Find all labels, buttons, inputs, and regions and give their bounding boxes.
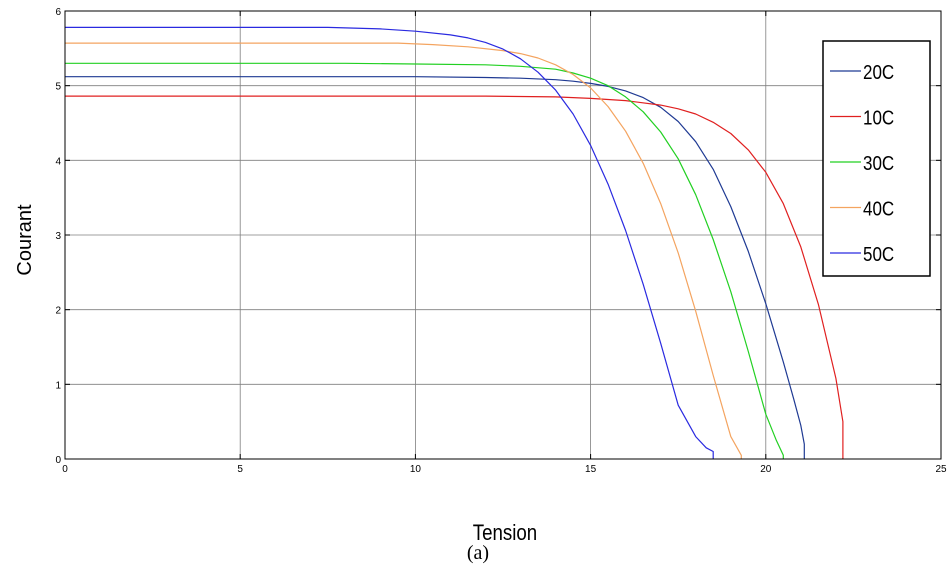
series-line-30c — [65, 62, 784, 459]
y-tick-label: 5 — [55, 82, 61, 93]
ticks — [64, 10, 942, 460]
legend-label: 10C — [863, 106, 894, 129]
y-tick-label: 6 — [55, 7, 61, 18]
x-tick-label: 15 — [585, 464, 597, 475]
legend-label: 50C — [863, 243, 894, 266]
y-tick-label: 1 — [55, 380, 61, 391]
figure-caption: (a) — [467, 542, 489, 564]
x-tick-label: 0 — [62, 464, 68, 475]
tick-labels: 0 5 10 15 20 25 0 1 2 3 4 5 6 — [55, 7, 947, 475]
series-layer — [65, 26, 844, 459]
y-tick-label: 2 — [55, 306, 61, 317]
grid — [65, 11, 941, 459]
legend: 20C 10C 30C 40C 50C — [822, 40, 931, 277]
x-tick-label: 5 — [237, 464, 243, 475]
y-tick-label: 4 — [55, 156, 61, 167]
x-axis-title: Tension — [473, 522, 537, 546]
x-tick-label: 20 — [760, 464, 772, 475]
y-tick-label: 0 — [55, 455, 61, 466]
legend-box — [822, 40, 931, 277]
legend-label: 20C — [863, 61, 894, 84]
series-line-50c — [65, 26, 714, 459]
y-tick-label: 3 — [55, 231, 61, 242]
legend-label: 30C — [863, 152, 894, 175]
series-line-10c — [65, 95, 844, 459]
y-axis-title: Courant — [14, 204, 36, 276]
x-tick-label: 10 — [410, 464, 422, 475]
series-line-40c — [65, 42, 742, 459]
legend-label: 40C — [863, 197, 894, 220]
x-tick-label: 25 — [935, 464, 947, 475]
series-line-20c — [65, 76, 805, 459]
